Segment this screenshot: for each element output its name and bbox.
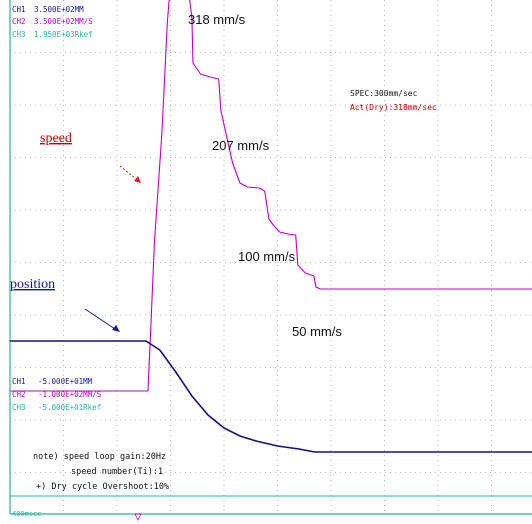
- ch1-top-value: 3.500E+02MM: [34, 5, 84, 14]
- ch2-top-label: CH2: [12, 17, 26, 26]
- channel-readout-top: CH1 3.500E+02MM CH2 3.500E+02MM/S CH3 1.…: [12, 5, 93, 39]
- ch3-bottom-value: -5.000E+01Rkef: [38, 403, 101, 412]
- note-speed-number: speed number(Ti):1: [71, 467, 163, 477]
- ch3-bottom-label: CH3: [12, 403, 26, 412]
- ch1-bottom-value: -5.000E+01MM: [38, 377, 93, 386]
- peak-50-annotation: 50 mm/s: [292, 324, 342, 339]
- ch3-top-label: CH3: [12, 30, 26, 39]
- speed-arrow-shaft: [119, 165, 142, 184]
- position-arrow-head: [112, 325, 120, 332]
- speed-arrow-head: [134, 176, 141, 183]
- peak-318-annotation: 318 mm/s: [188, 12, 246, 27]
- note-overshoot: +) Dry cycle Overshoot:10%: [36, 482, 169, 492]
- series-position-line: [10, 340, 532, 453]
- peak-207-annotation: 207 mm/s: [212, 138, 270, 153]
- ch2-bottom-label: CH2: [12, 390, 26, 399]
- spec-text: SPEC:300mm/sec: [350, 89, 418, 98]
- channel-readout-bottom: CH1 -5.000E+01MM CH2 -1.000E+02MM/S CH3 …: [12, 377, 102, 412]
- ch3-top-value: 1.950E+03Rkef: [34, 30, 93, 39]
- speed-label: speed: [40, 131, 72, 146]
- time-div-label: 400msec: [12, 510, 42, 518]
- ch2-top-value: 3.500E+02MM/S: [34, 17, 93, 26]
- peak-100-annotation: 100 mm/s: [238, 249, 296, 264]
- series-speed-line: [10, 0, 532, 392]
- ch2-bottom-value: -1.000E+02MM/S: [38, 390, 102, 399]
- ch1-bottom-label: CH1: [12, 377, 26, 386]
- trigger-marker-icon: [134, 513, 142, 521]
- actual-speed-text: Act(Dry):318mm/sec: [350, 103, 437, 112]
- ch1-top-label: CH1: [12, 5, 26, 14]
- position-arrow-shaft: [84, 308, 119, 332]
- traces: [10, 0, 532, 497]
- grid: [9, 0, 532, 515]
- note-loop-gain: note) speed loop gain:20Hz: [33, 452, 166, 462]
- position-label: position: [10, 277, 55, 292]
